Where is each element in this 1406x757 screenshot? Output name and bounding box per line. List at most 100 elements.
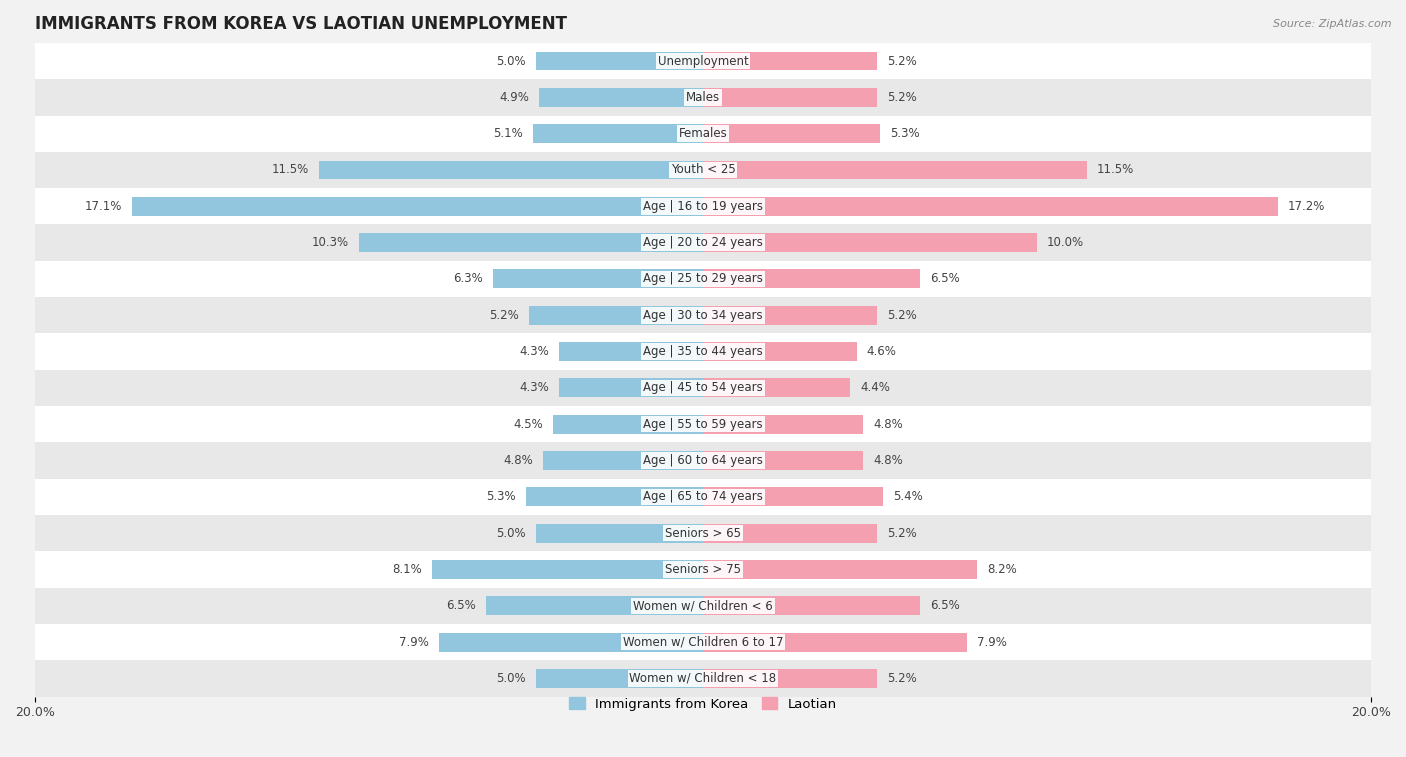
Bar: [703, 124, 880, 143]
Text: Women w/ Children < 18: Women w/ Children < 18: [630, 672, 776, 685]
Text: Age | 20 to 24 years: Age | 20 to 24 years: [643, 236, 763, 249]
Text: 5.2%: 5.2%: [887, 672, 917, 685]
Bar: [35, 260, 1371, 297]
Text: Age | 45 to 54 years: Age | 45 to 54 years: [643, 382, 763, 394]
Bar: [543, 451, 703, 470]
Bar: [35, 43, 1371, 79]
Bar: [35, 79, 1371, 116]
Text: 6.5%: 6.5%: [931, 273, 960, 285]
Text: 5.2%: 5.2%: [887, 309, 917, 322]
Bar: [319, 160, 703, 179]
Text: 6.5%: 6.5%: [931, 600, 960, 612]
Text: 11.5%: 11.5%: [271, 164, 309, 176]
Bar: [35, 660, 1371, 696]
Text: Youth < 25: Youth < 25: [671, 164, 735, 176]
Bar: [526, 488, 703, 506]
Bar: [35, 442, 1371, 478]
Bar: [486, 597, 703, 615]
Bar: [35, 369, 1371, 406]
Text: 5.1%: 5.1%: [494, 127, 523, 140]
Bar: [703, 560, 977, 579]
Text: 7.9%: 7.9%: [399, 636, 429, 649]
Text: 5.3%: 5.3%: [890, 127, 920, 140]
Text: 6.3%: 6.3%: [453, 273, 482, 285]
Bar: [35, 188, 1371, 225]
Bar: [703, 669, 877, 688]
Bar: [529, 306, 703, 325]
Text: Women w/ Children 6 to 17: Women w/ Children 6 to 17: [623, 636, 783, 649]
Bar: [560, 378, 703, 397]
Bar: [703, 342, 856, 361]
Text: 11.5%: 11.5%: [1097, 164, 1135, 176]
Legend: Immigrants from Korea, Laotian: Immigrants from Korea, Laotian: [564, 692, 842, 716]
Bar: [492, 269, 703, 288]
Text: Women w/ Children < 6: Women w/ Children < 6: [633, 600, 773, 612]
Bar: [35, 333, 1371, 369]
Text: Age | 25 to 29 years: Age | 25 to 29 years: [643, 273, 763, 285]
Bar: [703, 88, 877, 107]
Bar: [703, 51, 877, 70]
Text: 10.0%: 10.0%: [1047, 236, 1084, 249]
Bar: [703, 488, 883, 506]
Bar: [35, 624, 1371, 660]
Bar: [703, 415, 863, 434]
Text: 4.4%: 4.4%: [860, 382, 890, 394]
Bar: [703, 524, 877, 543]
Text: 4.8%: 4.8%: [503, 454, 533, 467]
Bar: [35, 478, 1371, 515]
Bar: [536, 524, 703, 543]
Text: 5.0%: 5.0%: [496, 527, 526, 540]
Bar: [132, 197, 703, 216]
Text: Age | 65 to 74 years: Age | 65 to 74 years: [643, 491, 763, 503]
Bar: [439, 633, 703, 652]
Text: 5.2%: 5.2%: [489, 309, 519, 322]
Bar: [35, 551, 1371, 587]
Bar: [536, 51, 703, 70]
Bar: [35, 152, 1371, 188]
Bar: [35, 225, 1371, 260]
Bar: [703, 633, 967, 652]
Text: Age | 60 to 64 years: Age | 60 to 64 years: [643, 454, 763, 467]
Bar: [703, 306, 877, 325]
Text: 7.9%: 7.9%: [977, 636, 1007, 649]
Bar: [35, 116, 1371, 152]
Bar: [703, 269, 920, 288]
Bar: [703, 378, 851, 397]
Bar: [553, 415, 703, 434]
Text: 17.1%: 17.1%: [84, 200, 122, 213]
Text: Age | 30 to 34 years: Age | 30 to 34 years: [643, 309, 763, 322]
Text: 4.9%: 4.9%: [499, 91, 529, 104]
Bar: [703, 197, 1278, 216]
Text: 4.3%: 4.3%: [520, 345, 550, 358]
Text: 5.3%: 5.3%: [486, 491, 516, 503]
Bar: [703, 160, 1087, 179]
Bar: [433, 560, 703, 579]
Text: 8.1%: 8.1%: [392, 563, 422, 576]
Text: 6.5%: 6.5%: [446, 600, 475, 612]
Bar: [703, 451, 863, 470]
Bar: [533, 124, 703, 143]
Text: Source: ZipAtlas.com: Source: ZipAtlas.com: [1274, 19, 1392, 29]
Text: 4.8%: 4.8%: [873, 418, 903, 431]
Text: 5.2%: 5.2%: [887, 91, 917, 104]
Text: 4.8%: 4.8%: [873, 454, 903, 467]
Text: Seniors > 65: Seniors > 65: [665, 527, 741, 540]
Bar: [359, 233, 703, 252]
Bar: [35, 406, 1371, 442]
Text: IMMIGRANTS FROM KOREA VS LAOTIAN UNEMPLOYMENT: IMMIGRANTS FROM KOREA VS LAOTIAN UNEMPLO…: [35, 15, 567, 33]
Text: Males: Males: [686, 91, 720, 104]
Bar: [35, 515, 1371, 551]
Bar: [703, 233, 1038, 252]
Text: Females: Females: [679, 127, 727, 140]
Text: 4.6%: 4.6%: [866, 345, 897, 358]
Bar: [35, 587, 1371, 624]
Bar: [560, 342, 703, 361]
Text: Age | 35 to 44 years: Age | 35 to 44 years: [643, 345, 763, 358]
Text: 5.0%: 5.0%: [496, 672, 526, 685]
Text: 5.0%: 5.0%: [496, 55, 526, 67]
Text: 8.2%: 8.2%: [987, 563, 1017, 576]
Text: Age | 55 to 59 years: Age | 55 to 59 years: [643, 418, 763, 431]
Text: 5.2%: 5.2%: [887, 55, 917, 67]
Text: 5.2%: 5.2%: [887, 527, 917, 540]
Text: 17.2%: 17.2%: [1288, 200, 1324, 213]
